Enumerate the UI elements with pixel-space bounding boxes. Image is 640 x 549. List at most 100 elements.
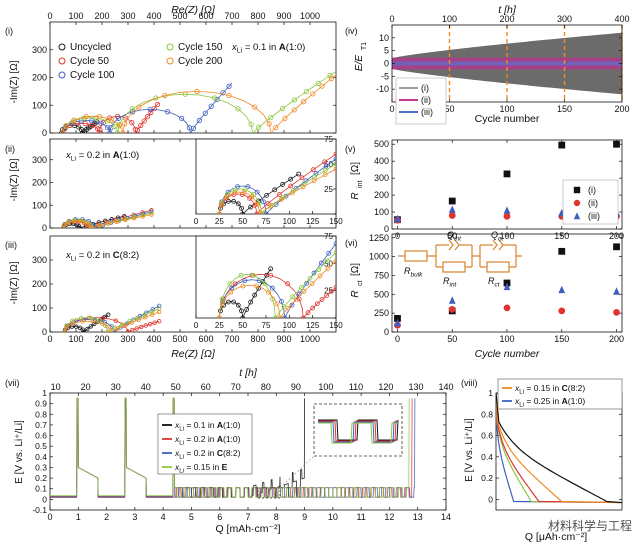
- inset-x-tick-label: 75: [262, 217, 271, 226]
- data-point: [300, 315, 306, 318]
- data-point: [64, 325, 69, 330]
- x-tick-label: 100: [499, 334, 514, 344]
- x-tick-label: 8: [274, 512, 279, 522]
- inset-x-tick-label: 50: [238, 321, 247, 330]
- legend-marker: [573, 199, 581, 207]
- y-axis-title-sub: T1: [361, 42, 368, 50]
- inset-x-tick-label: 100: [283, 217, 297, 226]
- x-tick-label: 0: [389, 104, 394, 114]
- data-point: [289, 190, 295, 196]
- legend-label: xLi = 0.15 in E: [174, 462, 228, 475]
- data-point: [333, 166, 336, 172]
- legend-marker: [58, 57, 66, 65]
- inset-x-tick-label: 0: [194, 217, 199, 226]
- top-x-tick-label: 1000: [300, 11, 320, 21]
- inset-x-tick-label: 0: [194, 321, 199, 330]
- data-point: [316, 267, 322, 272]
- y-tick-label: 500: [374, 139, 389, 149]
- top-x-tick-label: 800: [250, 11, 265, 21]
- data-point: [115, 115, 122, 121]
- data-point: [134, 326, 139, 331]
- y-tick-label: 100: [374, 207, 389, 217]
- data-point: [219, 296, 225, 302]
- panel-label: (vi): [345, 238, 358, 248]
- fit-line: [63, 311, 160, 332]
- data-point: [238, 272, 244, 278]
- data-point: [70, 318, 75, 323]
- data-point: [130, 109, 136, 115]
- legend-label: xLi = 0.2 in A(1:0): [174, 434, 241, 447]
- data-point: [278, 197, 284, 202]
- data-point: [85, 326, 90, 332]
- data-point: [296, 171, 302, 177]
- zoom-trace: [318, 422, 398, 444]
- x-tick-label: 500: [172, 334, 187, 344]
- data-point: [503, 282, 511, 291]
- data-point: [164, 109, 171, 115]
- data-point: [219, 301, 225, 307]
- fit-line: [63, 305, 160, 332]
- data-point: [303, 89, 309, 95]
- data-point: [106, 325, 111, 330]
- data-point: [122, 121, 128, 127]
- data-point: [91, 221, 96, 227]
- y-axis-title: R: [350, 192, 361, 199]
- panel-label: (iii): [5, 240, 17, 250]
- data-point: [311, 178, 317, 184]
- data-point: [226, 92, 232, 99]
- data-point: [261, 199, 267, 205]
- data-point: [448, 205, 456, 213]
- data-point: [311, 270, 317, 276]
- data-point: [241, 190, 247, 195]
- data-point: [75, 124, 82, 130]
- circuit-label: Qint: [447, 230, 462, 243]
- data-point: [613, 140, 620, 148]
- fit-line: [62, 82, 233, 133]
- voltage-trace: [496, 393, 622, 504]
- data-point: [70, 118, 76, 124]
- data-point: [558, 141, 566, 149]
- fit-line: [218, 260, 336, 318]
- data-point: [106, 312, 111, 317]
- data-point: [448, 197, 456, 205]
- voltage-trace: [496, 393, 622, 504]
- data-point: [150, 312, 155, 317]
- top-x-axis-title: t [h]: [498, 4, 517, 16]
- data-point: [307, 275, 313, 281]
- data-point: [131, 215, 137, 221]
- data-point: [88, 315, 93, 321]
- data-point: [97, 126, 103, 132]
- inset-x-tick-label: 25: [215, 321, 224, 330]
- x-tick-label: 0: [47, 334, 52, 344]
- fit-line: [63, 314, 109, 332]
- x-tick-label: 7: [245, 512, 250, 522]
- data-point: [282, 115, 288, 122]
- data-point: [322, 172, 328, 178]
- top-x-tick-label: 70: [231, 382, 241, 392]
- data-point: [252, 104, 258, 110]
- data-point: [558, 307, 566, 315]
- data-point: [143, 315, 148, 320]
- data-point: [231, 299, 236, 305]
- data-point: [324, 292, 330, 298]
- data-point: [77, 225, 83, 228]
- circuit-label: Rbulk: [404, 266, 423, 279]
- legend-marker: [58, 43, 66, 51]
- data-point: [265, 201, 271, 206]
- data-point: [273, 124, 279, 131]
- inset-y-tick-label: 75: [324, 135, 333, 144]
- legend-marker: [573, 212, 581, 220]
- legend-label: (i): [421, 83, 429, 93]
- y-tick-label: 0.8: [35, 409, 47, 419]
- y-tick-label: 0: [488, 494, 493, 504]
- data-point: [233, 187, 239, 193]
- y-tick-label: 0.7: [35, 420, 47, 430]
- data-point: [255, 202, 260, 207]
- legend-label: (iii): [421, 107, 433, 117]
- y-tick-label: 300: [32, 45, 47, 55]
- x-tick-label: 150: [554, 334, 569, 344]
- data-point: [136, 104, 142, 110]
- x-tick-label: 14: [441, 512, 451, 522]
- top-x-tick-label: 600: [198, 11, 213, 21]
- zoom-trace: [318, 420, 398, 442]
